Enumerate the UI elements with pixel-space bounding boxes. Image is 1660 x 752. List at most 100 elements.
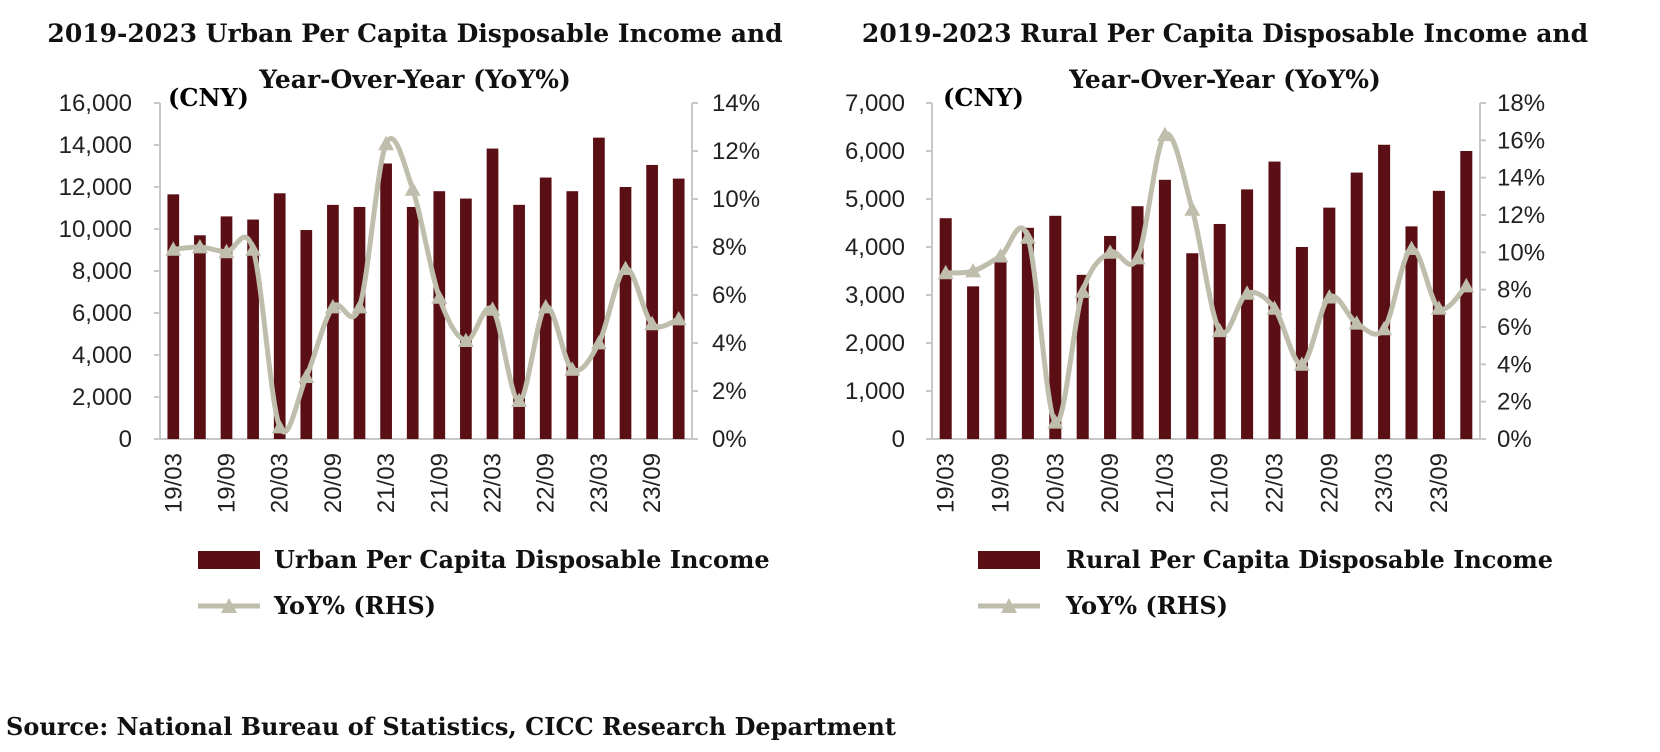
urban-yoy-marker-20-09 <box>324 299 341 314</box>
urban-yoy-marker-22-06 <box>511 392 528 407</box>
urban-bar-22-03 <box>486 148 499 439</box>
rural-right-tick-label: 10% <box>1497 239 1545 266</box>
rural-unit-label: (CNY) <box>943 83 1024 112</box>
rural-left-tick-label: 7,000 <box>845 90 905 117</box>
rural-yoy-marker-22-03 <box>1266 300 1283 315</box>
urban-bar-20-09 <box>327 204 339 439</box>
urban-right-tick-label: 10% <box>712 186 760 213</box>
urban-bar-19-12 <box>247 219 259 439</box>
rural-legend-bar-label: Rural Per Capita Disposable Income <box>1066 545 1553 574</box>
urban-yoy-marker-19-03 <box>165 241 182 256</box>
rural-bar-21-03 <box>1158 179 1171 440</box>
urban-title-line2: Year-Over-Year (YoY%) <box>259 65 571 94</box>
rural-chart-plot: (CNY) 0 1,000 2,000 3,000 4,000 5,000 6,000 7,00… <box>845 83 1553 620</box>
urban-chart-plot: (CNY) 0 2,000 4,000 6,000 8,000 10,000 12,000 14… <box>59 83 770 620</box>
urban-left-tick-label: 16,000 <box>59 90 132 117</box>
rural-bar-21-12 <box>1241 189 1254 439</box>
urban-left-tick-label: 10,000 <box>59 216 132 243</box>
rural-yoy-marker-21-12 <box>1239 285 1256 300</box>
urban-bar-23-12 <box>672 178 685 439</box>
rural-bar-19-03 <box>939 218 952 439</box>
rural-legend-line-marker <box>1001 598 1017 613</box>
rural-yoy-marker-20-03 <box>1047 414 1064 429</box>
rural-yoy-marker-20-06 <box>1074 283 1091 298</box>
rural-bar-22-03 <box>1268 161 1281 439</box>
rural-legend-line-label: YoY% (RHS) <box>1065 591 1228 620</box>
urban-yoy-marker-21-03 <box>378 135 395 151</box>
urban-right-tick-label: 2% <box>712 378 747 405</box>
rural-left-tick-label: 4,000 <box>845 234 905 261</box>
urban-bar-20-06 <box>300 230 313 439</box>
rural-left-tick-label: 2,000 <box>845 330 905 357</box>
rural-bar-23-06 <box>1405 226 1418 439</box>
urban-yoy-marker-23-12 <box>670 311 687 326</box>
rural-bar-19-12 <box>1021 227 1034 439</box>
rural-yoy-marker-21-03 <box>1156 126 1173 142</box>
rural-x-tick-label: 21/03 <box>1152 453 1179 513</box>
rural-x-tick-label: 21/09 <box>1207 453 1234 513</box>
urban-right-tick-label: 12% <box>712 138 760 165</box>
rural-left-tick-label: 3,000 <box>845 282 905 309</box>
rural-right-tick-label: 18% <box>1497 90 1545 117</box>
rural-bar-22-09 <box>1323 207 1336 439</box>
rural-yoy-marker-20-12 <box>1129 249 1146 265</box>
rural-bar-21-06 <box>1186 253 1199 439</box>
source-note: Source: National Bureau of Statistics, C… <box>6 712 896 741</box>
rural-bar-23-12 <box>1460 151 1473 439</box>
urban-right-tick-label: 0% <box>712 426 747 453</box>
rural-x-tick-label: 22/03 <box>1262 453 1289 513</box>
rural-yoy-marker-23-06 <box>1403 240 1420 255</box>
urban-chart-title: 2019-2023 Urban Per Capita Disposable In… <box>0 8 830 106</box>
rural-yoy-marker-19-06 <box>965 263 982 278</box>
urban-yoy-marker-21-12 <box>457 332 474 347</box>
rural-x-tick-label: 23/09 <box>1426 453 1453 513</box>
urban-title-line1: 2019-2023 Urban Per Capita Disposable In… <box>47 19 783 48</box>
urban-chart: 2019-2023 Urban Per Capita Disposable In… <box>0 0 830 700</box>
urban-legend-line-label: YoY% (RHS) <box>273 591 436 620</box>
urban-yoy-marker-20-06 <box>298 368 315 383</box>
urban-yoy-marker-21-06 <box>404 181 421 196</box>
urban-right-tick-label: 14% <box>712 90 760 117</box>
rural-bar-20-03 <box>1049 215 1062 439</box>
urban-yoy-marker-22-12 <box>564 361 581 376</box>
rural-right-tick-label: 6% <box>1497 314 1532 341</box>
urban-bar-19-03 <box>167 194 180 439</box>
urban-x-tick-label: 19/03 <box>160 453 187 513</box>
urban-x-tick-label: 21/03 <box>373 453 400 513</box>
urban-x-tick-label: 19/09 <box>214 453 241 513</box>
rural-x-tick-label: 22/09 <box>1316 453 1343 513</box>
rural-right-tick-label: 8% <box>1497 277 1532 304</box>
urban-yoy-marker-21-09 <box>431 289 448 304</box>
urban-yoy-marker-23-06 <box>617 260 634 275</box>
rural-right-tick-label: 12% <box>1497 202 1545 229</box>
rural-left-tick-label: 1,000 <box>845 378 905 405</box>
rural-yoy-marker-20-09 <box>1102 244 1119 259</box>
rural-bar-23-09 <box>1432 190 1445 439</box>
rural-legend-bar-swatch <box>978 551 1040 569</box>
rural-x-tick-label: 19/09 <box>988 453 1015 513</box>
urban-yoy-marker-22-09 <box>537 299 554 314</box>
rural-yoy-marker-19-09 <box>992 248 1009 263</box>
urban-yoy-marker-20-12 <box>351 299 368 314</box>
urban-bar-21-09 <box>433 191 446 439</box>
rural-yoy-marker-23-12 <box>1458 277 1475 293</box>
urban-left-tick-label: 0 <box>119 426 132 453</box>
urban-left-tick-label: 4,000 <box>72 342 132 369</box>
rural-x-tick-label: 19/03 <box>933 453 960 513</box>
rural-title-line2: Year-Over-Year (YoY%) <box>1069 65 1381 94</box>
urban-left-tick-label: 12,000 <box>59 174 132 201</box>
rural-yoy-marker-22-12 <box>1348 315 1365 330</box>
rural-left-tick-label: 0 <box>892 426 905 453</box>
rural-bar-20-09 <box>1104 235 1117 439</box>
urban-x-tick-label: 22/09 <box>533 453 560 513</box>
urban-left-tick-label: 2,000 <box>72 384 132 411</box>
urban-bar-23-03 <box>593 137 605 439</box>
rural-title-line1: 2019-2023 Rural Per Capita Disposable In… <box>861 19 1589 48</box>
urban-yoy-marker-19-06 <box>191 239 208 254</box>
rural-bar-19-06 <box>967 286 980 439</box>
urban-bar-23-06 <box>619 187 632 439</box>
urban-bar-20-03 <box>273 193 286 439</box>
urban-bar-21-06 <box>406 206 419 439</box>
urban-x-tick-label: 23/09 <box>639 453 666 513</box>
rural-yoy-marker-23-03 <box>1376 320 1393 336</box>
